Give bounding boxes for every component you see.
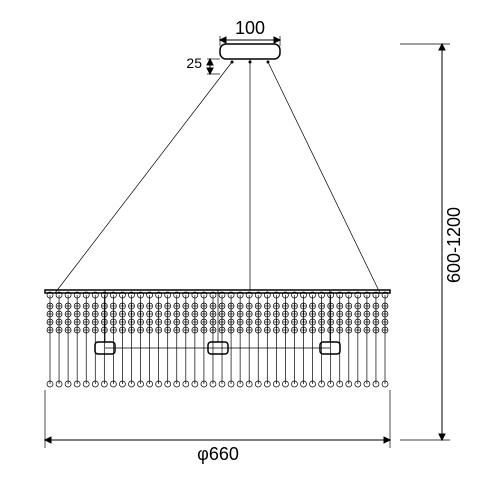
svg-text:100: 100 — [235, 18, 265, 38]
svg-text:600-1200: 600-1200 — [444, 207, 464, 283]
svg-text:φ660: φ660 — [197, 444, 239, 464]
svg-text:25: 25 — [186, 55, 202, 71]
